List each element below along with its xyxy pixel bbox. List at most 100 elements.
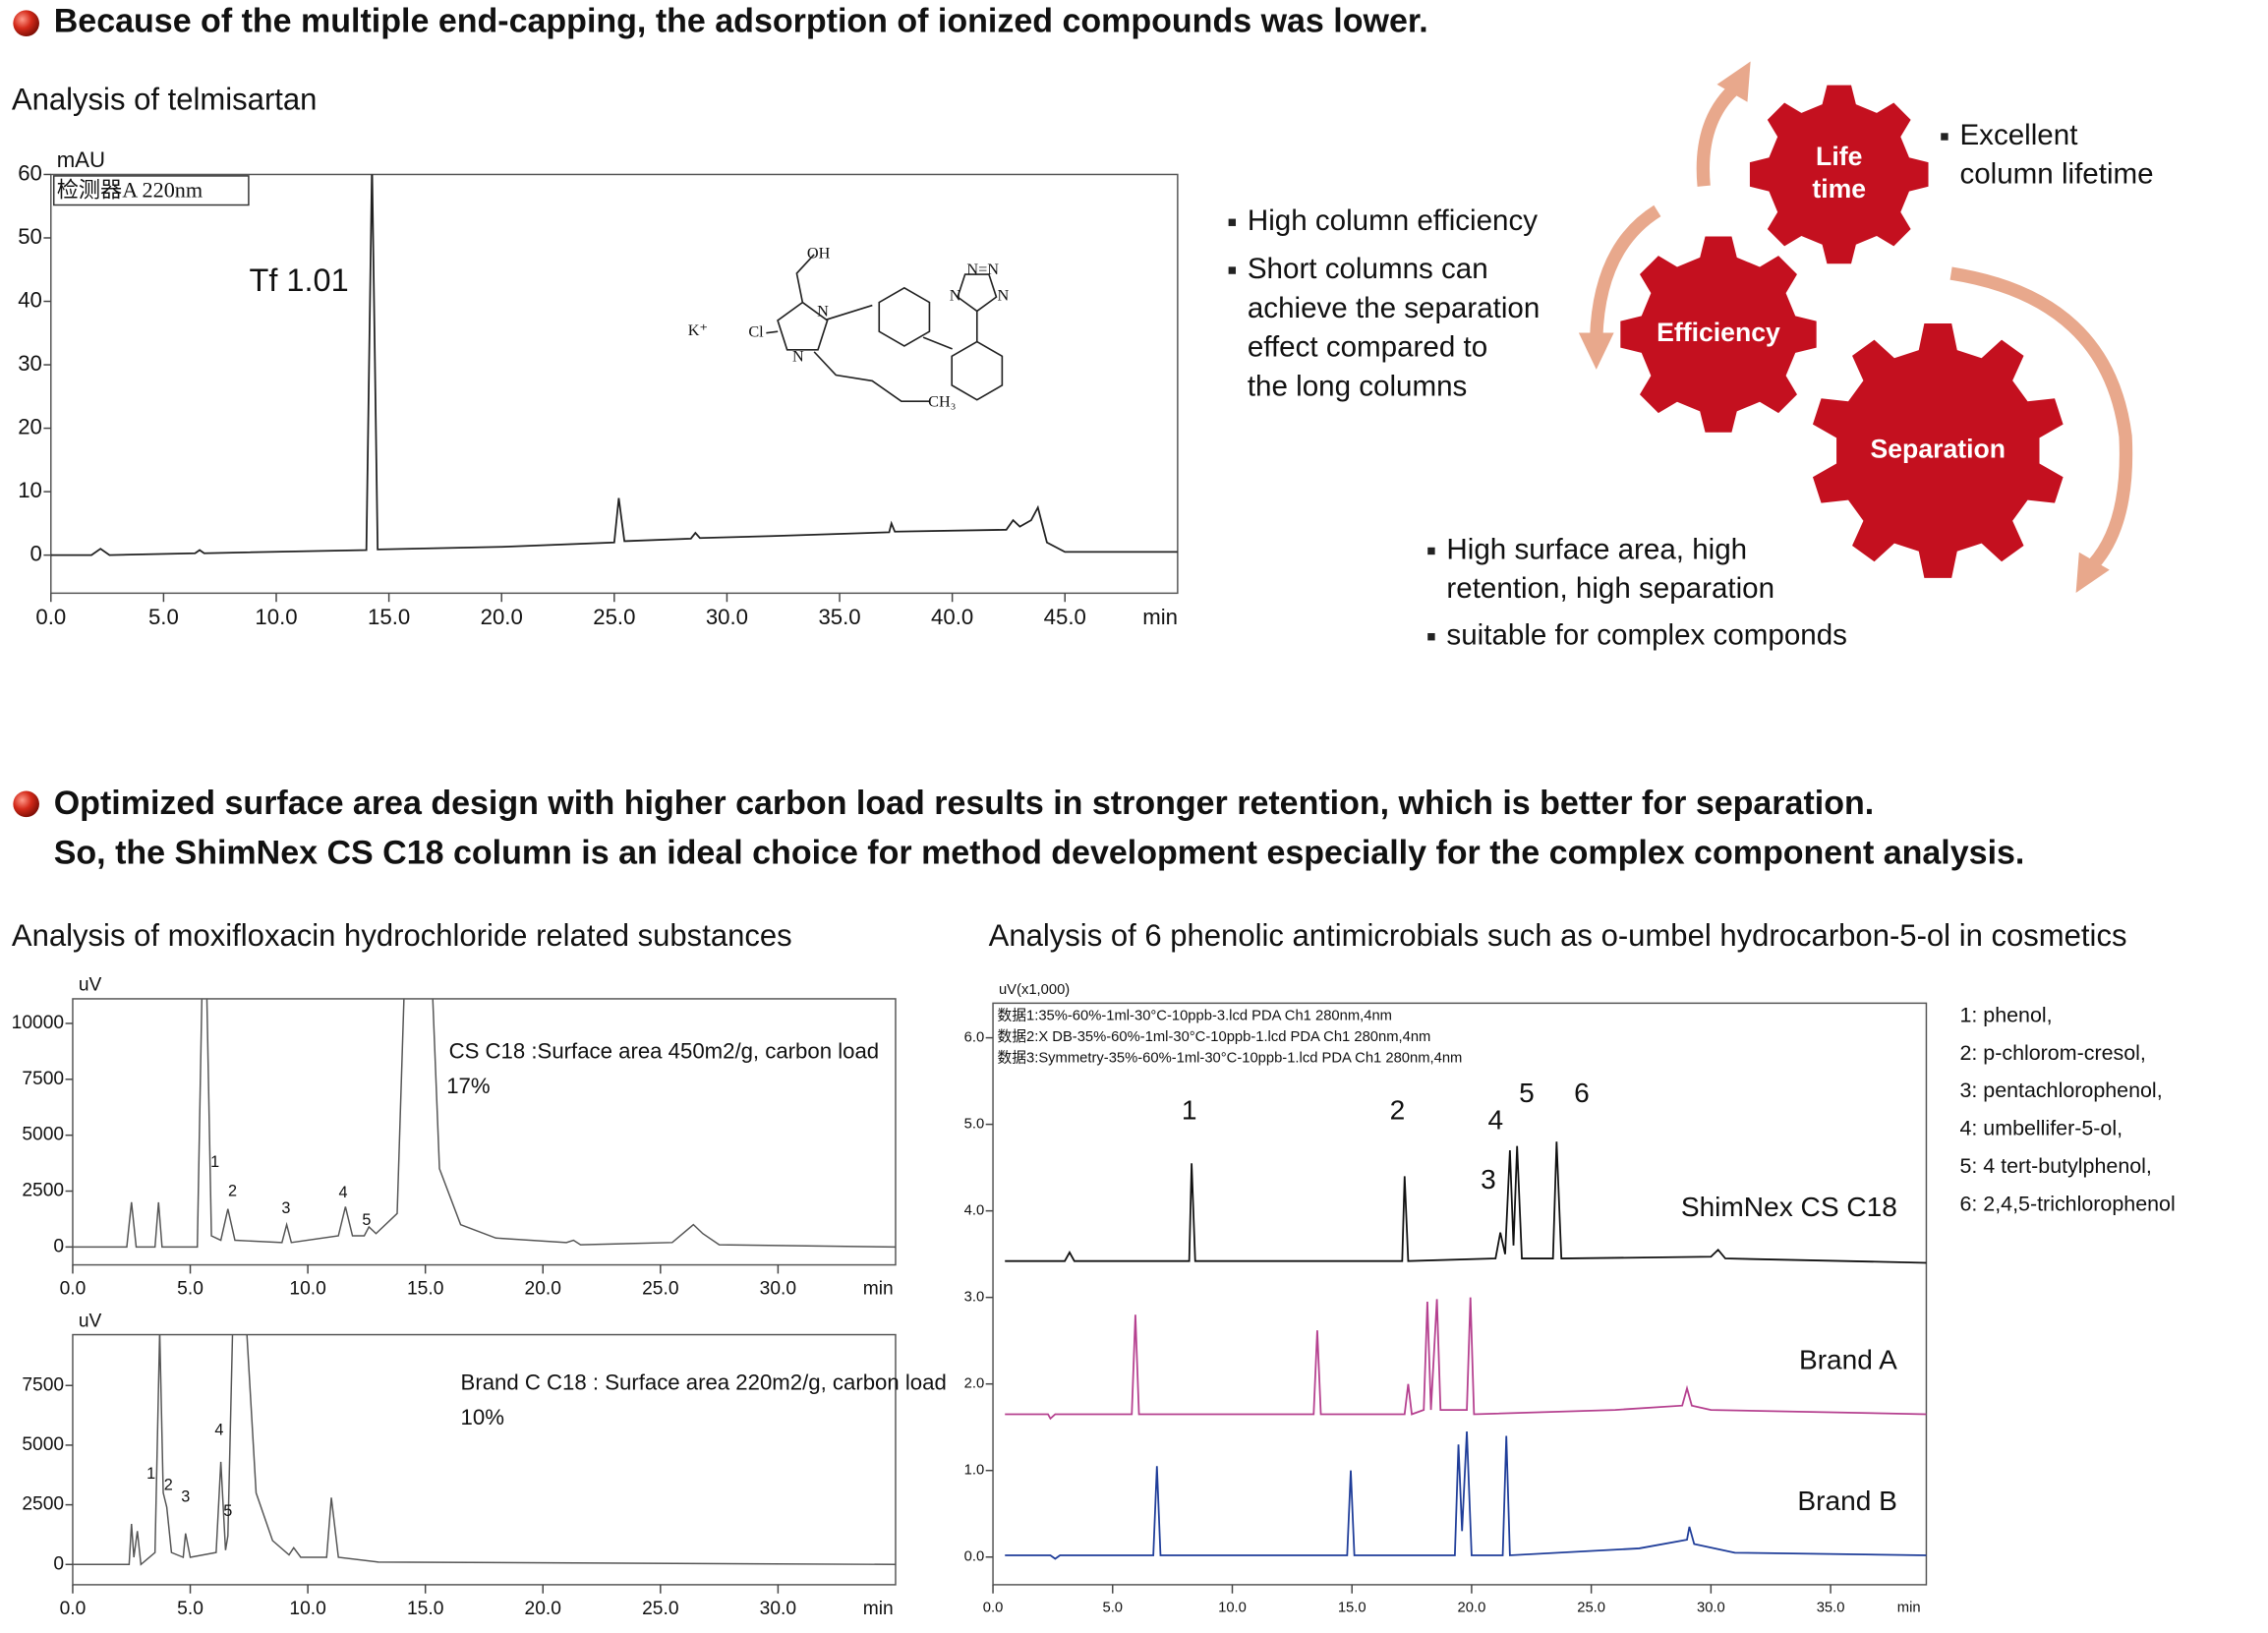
structure-label: CH₃ xyxy=(928,392,956,410)
y-tick-label: 0 xyxy=(53,1236,64,1256)
gear-label: Efficiency xyxy=(1657,318,1780,347)
bullet-text: effect compared to xyxy=(1248,331,1487,364)
y-tick-label: 60 xyxy=(18,160,42,185)
trace xyxy=(72,998,896,1249)
annotation: 17% xyxy=(446,1074,490,1098)
annotation: 1 xyxy=(146,1465,155,1483)
bullet-square xyxy=(1228,218,1237,226)
cycle-arrow xyxy=(1590,204,1661,338)
structure-bond xyxy=(813,351,931,402)
bullet-text: achieve the separation xyxy=(1248,292,1540,324)
plot-frame xyxy=(72,1333,897,1586)
bullet-ball xyxy=(13,790,39,818)
y-tick-label: 0.0 xyxy=(964,1549,985,1565)
y-tick-label: 4.0 xyxy=(964,1203,985,1219)
x-axis-label: min xyxy=(1897,1600,1921,1615)
annotation: 2 xyxy=(228,1182,237,1199)
bullet-square xyxy=(1941,133,1948,141)
arrow-head xyxy=(2075,552,2110,594)
trace xyxy=(72,1334,896,1566)
y-tick-label: 20 xyxy=(18,414,42,438)
bullet-text: Excellent xyxy=(1959,119,2077,151)
y-tick-label: 30 xyxy=(18,351,42,376)
subtitle: Analysis of telmisartan xyxy=(12,83,318,117)
x-tick-label: 40.0 xyxy=(931,605,973,629)
annotation: 6 xyxy=(1574,1078,1590,1108)
x-tick-label: 30.0 xyxy=(1697,1600,1725,1615)
annotation: Tf 1.01 xyxy=(249,262,348,298)
gear-label: time xyxy=(1812,174,1866,204)
x-tick-label: 25.0 xyxy=(642,1599,678,1619)
annotation: 3 xyxy=(181,1488,190,1506)
annotation: Brand C C18 : Surface area 220m2/g, carb… xyxy=(461,1371,947,1395)
structure-label: N xyxy=(792,348,804,366)
series-label: Brand B xyxy=(1797,1486,1896,1516)
chromatogram: 0.0 1.0 2.0 3.0 4.0 5.0 6.0 0.0 5.0 10.0 15.0 20.0 2… xyxy=(964,982,1928,1615)
y-tick-label: 3.0 xyxy=(964,1290,985,1306)
compound: 1: phenol, xyxy=(1959,1003,2052,1026)
annotation: 1 xyxy=(210,1153,219,1171)
y-tick-label: 5.0 xyxy=(964,1117,985,1133)
annotation: 10% xyxy=(461,1405,504,1429)
bullet-square xyxy=(1427,633,1435,641)
x-tick-label: 35.0 xyxy=(1817,1600,1845,1615)
structure-label: N=N xyxy=(966,261,999,278)
series-label: Brand A xyxy=(1799,1345,1897,1375)
annotation: 1 xyxy=(1182,1095,1197,1126)
x-tick-label: 5.0 xyxy=(1103,1600,1124,1615)
annotation: 2 xyxy=(1390,1095,1406,1126)
y-tick-label: 10 xyxy=(18,478,42,502)
x-tick-label: 30.0 xyxy=(760,1279,796,1300)
y-axis-label: uV xyxy=(79,1311,102,1331)
annotation: 5 xyxy=(1519,1078,1535,1108)
y-tick-label: 7500 xyxy=(22,1069,64,1089)
x-tick-label: 15.0 xyxy=(407,1279,443,1300)
annotation: CS C18 :Surface area 450m2/g, carbon loa… xyxy=(449,1038,880,1063)
trace xyxy=(50,174,1178,556)
chromatogram: 0 2500 5000 7500 10000 0.0 5.0 10.0 15.0 20.0 25.0… xyxy=(12,975,897,1300)
bullet-text: Short columns can xyxy=(1248,253,1488,285)
legend-line: 数据3:Symmetry-35%-60%-1ml-30°C-10ppb-1.lc… xyxy=(997,1049,1462,1066)
structure-bond xyxy=(922,336,953,350)
y-axis-label: uV xyxy=(79,975,102,996)
heading: Because of the multiple end-capping, the… xyxy=(54,3,1428,40)
chromatogram: 0 2500 5000 7500 0.0 5.0 10.0 15.0 20.0 25.0 30.0 m… xyxy=(22,1311,946,1619)
compound: 4: umbellifer-5-ol, xyxy=(1959,1117,2123,1140)
x-tick-label: 15.0 xyxy=(1338,1600,1367,1615)
trace xyxy=(1005,1297,1927,1421)
annotation: 4 xyxy=(1487,1104,1503,1135)
x-tick-label: 20.0 xyxy=(481,605,523,629)
y-tick-label: 5000 xyxy=(22,1434,64,1455)
y-tick-label: 2500 xyxy=(22,1494,64,1515)
structure-label: N xyxy=(817,303,829,321)
heading: Optimized surface area design with highe… xyxy=(54,785,1874,822)
bullet-text: suitable for complex componds xyxy=(1446,619,1847,652)
x-tick-label: 0.0 xyxy=(35,605,66,629)
trace xyxy=(1005,1431,1927,1560)
chromatogram: 0 10 20 30 40 50 60 0.0 5.0 10.0 15.0 20.0 25.0 30.0 3… xyxy=(18,147,1179,629)
plot-frame xyxy=(50,173,1179,595)
bullet-text: the long columns xyxy=(1248,371,1468,403)
y-tick-label: 50 xyxy=(18,224,42,249)
gear-label: Separation xyxy=(1871,434,2006,463)
gear xyxy=(1812,323,2064,578)
x-tick-label: 20.0 xyxy=(525,1279,561,1300)
y-axis-label: uV(x1,000) xyxy=(999,982,1070,998)
structure-bond xyxy=(795,254,815,303)
annotation: 5 xyxy=(223,1502,232,1520)
structure-label: N xyxy=(950,286,961,304)
y-tick-label: 2.0 xyxy=(964,1376,985,1392)
annotation: 5 xyxy=(362,1211,371,1229)
y-tick-label: 0 xyxy=(30,541,42,565)
structure-ring xyxy=(777,301,829,351)
compound: 3: pentachlorophenol, xyxy=(1959,1079,2162,1102)
x-tick-label: 10.0 xyxy=(1218,1600,1247,1615)
y-tick-label: 7500 xyxy=(22,1374,64,1395)
bullet-text: High surface area, high xyxy=(1446,533,1747,565)
heading: So, the ShimNex CS C18 column is an idea… xyxy=(54,835,2025,872)
compound: 2: p-chlorom-cresol, xyxy=(1959,1041,2145,1065)
x-tick-label: 25.0 xyxy=(1577,1600,1605,1615)
annotation: 3 xyxy=(1481,1164,1496,1195)
x-axis-label: min xyxy=(863,1279,894,1300)
